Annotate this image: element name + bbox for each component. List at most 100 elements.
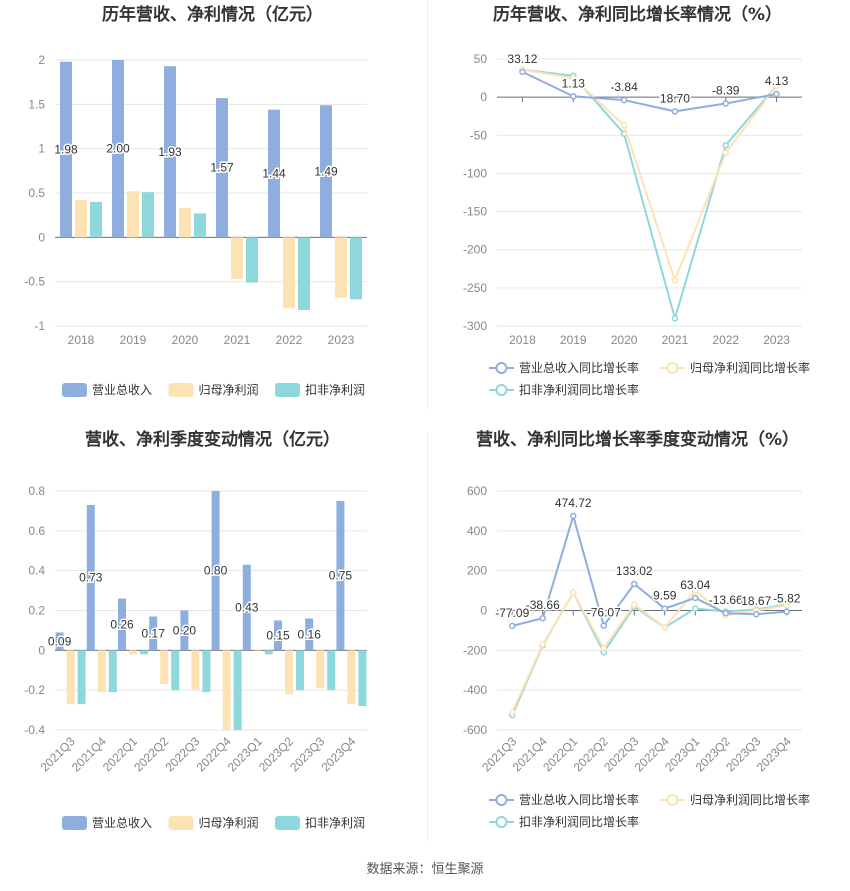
data-label: 63.04 xyxy=(680,578,710,592)
legend-label: 营业总收入同比增长率 xyxy=(519,360,639,375)
series-line xyxy=(522,68,778,323)
legend-label: 营业总收入 xyxy=(92,816,152,830)
series-point xyxy=(773,82,780,89)
chart-title: 营收、净利同比增长率季度变动情况（%） xyxy=(476,429,799,450)
legend-swatch xyxy=(168,383,194,397)
series-point xyxy=(600,622,607,629)
data-label: 0.20 xyxy=(173,623,197,637)
data-label: 33.12 xyxy=(507,52,537,66)
data-label: 1.49 xyxy=(314,164,338,178)
bar-net-profit xyxy=(231,237,243,280)
bar-deducted-profit xyxy=(142,192,154,238)
data-label: 133.02 xyxy=(616,564,653,578)
data-label: 0.43 xyxy=(235,601,259,615)
series-point xyxy=(783,602,790,609)
bar-revenue xyxy=(274,620,282,651)
data-label: 0.73 xyxy=(79,571,103,585)
bar-deducted-profit xyxy=(264,650,273,655)
legend-label: 扣非净利润 xyxy=(305,816,365,830)
series-point xyxy=(671,108,679,115)
legend-label: 归母净利润同比增长率 xyxy=(690,792,810,807)
bar-revenue xyxy=(164,66,176,238)
quarter-line-svg: 营收、净利同比增长率季度变动情况（%） 600 400 200 0 -200 -400 -60… xyxy=(463,429,810,829)
bar-deducted-profit xyxy=(327,650,336,691)
y-tick-label: -1 xyxy=(34,319,45,333)
y-tick-label: -300 xyxy=(463,319,487,333)
data-label: 0.16 xyxy=(298,627,322,641)
bar-net-profit xyxy=(335,237,347,298)
legend-swatch xyxy=(62,816,87,830)
legend-swatch xyxy=(168,816,194,830)
bar-revenue xyxy=(118,598,126,651)
bar-revenue xyxy=(211,491,220,651)
series-line xyxy=(521,70,777,113)
bar-revenue xyxy=(55,632,64,651)
x-tick-label: 2023Q4 xyxy=(754,734,794,774)
data-label: 18.70 xyxy=(660,91,690,105)
bar-deducted-profit xyxy=(202,650,211,693)
bar-net-profit xyxy=(160,650,169,685)
legend-label: 扣非净利润同比增长率 xyxy=(519,382,639,397)
chart-title: 历年营收、净利情况（亿元） xyxy=(102,4,323,25)
bar-deducted-profit xyxy=(298,237,310,311)
legend-swatch xyxy=(62,383,87,397)
data-label: 9.59 xyxy=(653,589,677,603)
legend-label: 归母净利润 xyxy=(199,383,259,397)
y-tick-label: -100 xyxy=(463,166,487,180)
x-tick-label: 2018 xyxy=(509,333,536,347)
series-point xyxy=(692,594,699,602)
bar-deducted-profit xyxy=(171,650,180,691)
data-label: 2.00 xyxy=(106,142,130,156)
x-tick-label: 2020 xyxy=(611,333,638,347)
series-line xyxy=(512,512,787,628)
series-point xyxy=(539,614,546,622)
legend-swatch-marker xyxy=(495,384,508,396)
legend-swatch-marker xyxy=(495,794,508,806)
series-line xyxy=(522,68,778,284)
data-label: 1.98 xyxy=(54,143,78,157)
annual-growth-rate-chart: 历年营收、净利同比增长率情况（%） 50 0 -50 -100 -150 -200 -250 -… xyxy=(425,0,850,415)
series-point xyxy=(722,609,729,617)
quarterly-revenue-profit-chart: 营收、净利季度变动情况（亿元） 0.8 0.6 0.4 0.2 0 -0.2 -0.4 2021… xyxy=(0,425,425,845)
legend-label: 归母净利润同比增长率 xyxy=(690,360,810,375)
x-tick-label: 2022 xyxy=(712,333,739,347)
bar-net-profit xyxy=(127,191,139,238)
series-point xyxy=(722,149,729,157)
chart-title: 历年营收、净利同比增长率情况（%） xyxy=(493,4,782,25)
bar-deducted-profit xyxy=(246,237,258,283)
bar-net-profit xyxy=(129,650,137,655)
series-point xyxy=(753,610,760,618)
y-tick-label: 0.2 xyxy=(28,604,45,618)
data-label: 474.72 xyxy=(555,496,592,510)
y-tick-label: 200 xyxy=(467,564,487,578)
series-point xyxy=(620,122,628,129)
bar-net-profit xyxy=(66,650,75,705)
y-tick-label: 0.8 xyxy=(28,484,45,498)
bar-revenue xyxy=(86,504,95,651)
y-tick-label: 0.6 xyxy=(28,524,45,538)
quarter-bar-svg: 营收、净利季度变动情况（亿元）0.80.60.40.20-0.2-0.42021… xyxy=(24,429,367,830)
y-tick-label: 0 xyxy=(38,230,45,244)
data-label: 1.44 xyxy=(262,166,286,180)
bar-deducted-profit xyxy=(140,650,148,655)
bar-revenue xyxy=(216,98,228,238)
bar-revenue xyxy=(60,61,72,238)
data-label: -77.09 xyxy=(495,606,529,620)
bar-deducted-profit xyxy=(358,650,367,707)
x-tick-label: 2022 xyxy=(276,333,303,347)
data-label: 1.57 xyxy=(210,161,234,175)
bar-revenue xyxy=(242,564,251,651)
series-point xyxy=(620,96,628,104)
annual-revenue-profit-chart: 历年营收、净利情况（亿元） 2 1.5 1 0.5 0 -0.5 -1 2018 2019 2020… xyxy=(0,0,425,415)
y-tick-label: -600 xyxy=(463,723,487,737)
x-tick-label: 2019 xyxy=(120,333,147,347)
data-label: -38.66 xyxy=(526,598,560,612)
series-point xyxy=(570,93,577,100)
data-label: 0.15 xyxy=(266,628,290,642)
data-label: 0.09 xyxy=(48,634,72,648)
series-point xyxy=(631,601,638,608)
legend-swatch-marker xyxy=(666,794,679,806)
quarterly-growth-rate-chart: 营收、净利同比增长率季度变动情况（%） 600 400 200 0 -200 -400 -60… xyxy=(425,425,850,845)
series-point xyxy=(539,641,546,648)
legend-swatch-marker xyxy=(495,362,508,374)
